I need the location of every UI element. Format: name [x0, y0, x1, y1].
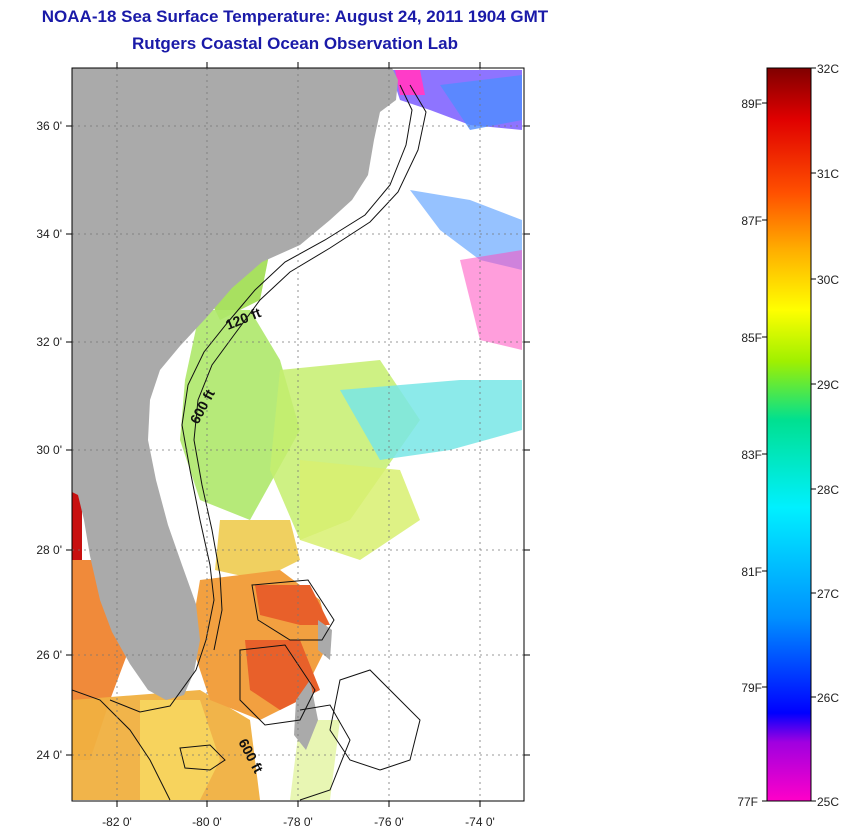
- celsius-label: 28C: [817, 483, 839, 497]
- lat-label: 36 0': [36, 119, 62, 133]
- celsius-label: 26C: [817, 691, 839, 705]
- longitude-labels: -82 0' -80 0' -78 0' -76 0' -74 0': [102, 815, 495, 829]
- lat-label: 32 0': [36, 335, 62, 349]
- celsius-label: 27C: [817, 587, 839, 601]
- fahrenheit-label: 87F: [741, 214, 762, 228]
- map-subtitle: Rutgers Coastal Ocean Observation Lab: [132, 34, 458, 53]
- fahrenheit-label: 79F: [741, 681, 762, 695]
- lat-label: 28 0': [36, 543, 62, 557]
- lon-label: -74 0': [465, 815, 495, 829]
- land: [72, 68, 398, 750]
- map-title: NOAA-18 Sea Surface Temperature: August …: [41, 7, 549, 26]
- lon-label: -80 0': [192, 815, 222, 829]
- lat-label: 24 0': [36, 748, 62, 762]
- lon-label: -78 0': [283, 815, 313, 829]
- depth-contours: [72, 84, 427, 801]
- lat-lon-grid: [72, 68, 524, 801]
- fahrenheit-label: 85F: [741, 331, 762, 345]
- celsius-label: 25C: [817, 795, 839, 809]
- lon-label: -82 0': [102, 815, 132, 829]
- lon-label: -76 0': [374, 815, 404, 829]
- fahrenheit-label: 89F: [741, 97, 762, 111]
- celsius-label: 32C: [817, 62, 839, 76]
- celsius-label: 31C: [817, 167, 839, 181]
- lat-label: 30 0': [36, 443, 62, 457]
- celsius-label: 30C: [817, 273, 839, 287]
- lat-label: 34 0': [36, 227, 62, 241]
- celsius-label: 29C: [817, 378, 839, 392]
- fahrenheit-label: 81F: [741, 565, 762, 579]
- map-area: 120 ft 600 ft 600 ft: [72, 68, 524, 801]
- colorbar-gradient: [766, 67, 812, 802]
- lat-label: 26 0': [36, 648, 62, 662]
- fahrenheit-label: 83F: [741, 448, 762, 462]
- fahrenheit-label: 77F: [737, 795, 758, 809]
- temperature-colorbar: 32C 31C 30C 29C 28C 27C 26C 25C 89F 87F …: [737, 62, 839, 809]
- axis-ticks: [66, 62, 530, 807]
- latitude-labels: 36 0' 34 0' 32 0' 30 0' 28 0' 26 0' 24 0…: [36, 119, 62, 762]
